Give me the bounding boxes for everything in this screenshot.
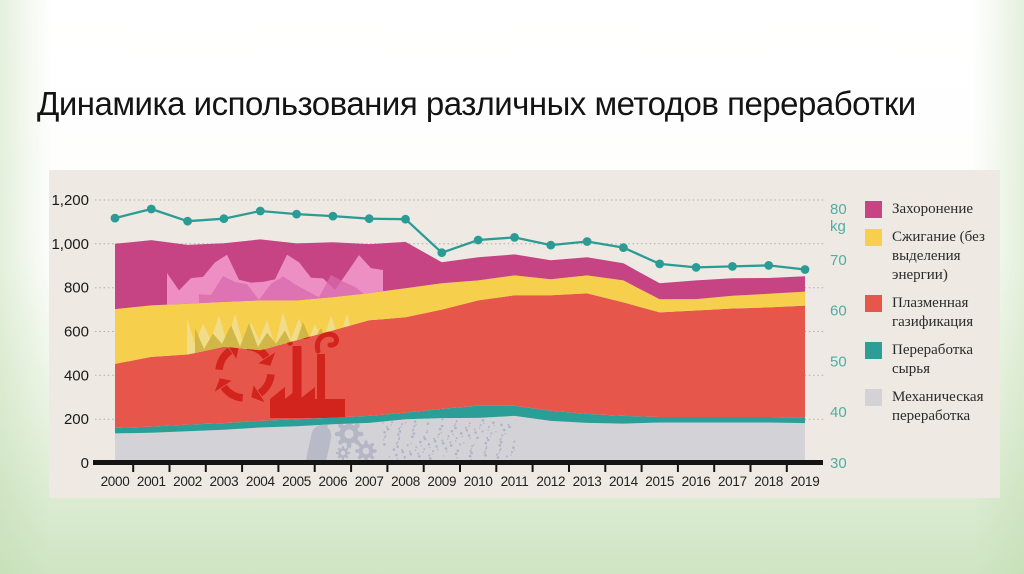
legend-item: Переработка сырья — [865, 341, 1001, 379]
x-tick-label: 2009 — [427, 474, 456, 489]
right-axis-tick-label: 60 — [830, 303, 847, 320]
x-tick-label: 2017 — [718, 474, 747, 489]
x-tick-label: 2016 — [682, 474, 711, 489]
line-data-point — [146, 204, 156, 214]
litter-speckles — [382, 418, 516, 461]
x-tick-label: 2014 — [609, 474, 639, 489]
x-tick-label: 2015 — [645, 474, 674, 489]
right-axis-unit-label: kg — [830, 218, 846, 235]
line-data-point — [401, 214, 410, 224]
bottle-icon — [305, 419, 332, 463]
x-tick-label: 2005 — [282, 474, 311, 489]
right-axis-tick-label: 40 — [830, 404, 847, 421]
line-data-point — [655, 259, 665, 269]
x-tick-label: 2008 — [391, 474, 420, 489]
legend-label: Захоронение — [892, 201, 973, 217]
line-data-point — [728, 262, 737, 271]
legend-swatch — [865, 295, 882, 312]
area-band-2 — [115, 293, 805, 428]
left-axis-tick-label: 800 — [64, 280, 89, 297]
legend-swatch — [865, 342, 882, 359]
area-band-1 — [115, 405, 805, 434]
legend-label: Сжигание (без выделения энергии) — [892, 229, 985, 283]
legend-item: Плазменная газификация — [865, 294, 1001, 332]
x-tick-label: 2002 — [173, 474, 202, 489]
line-data-point — [764, 261, 774, 270]
left-axis-tick-label: 600 — [64, 324, 89, 341]
line-data-point — [292, 209, 301, 219]
line-data-point — [582, 237, 592, 246]
x-tick-label: 2001 — [137, 474, 166, 489]
x-tick-label: 2000 — [101, 474, 130, 489]
legend-label: Переработка сырья — [892, 342, 974, 377]
legend-swatch — [865, 229, 882, 246]
right-axis-tick-label: 50 — [830, 353, 847, 370]
x-tick-label: 2011 — [501, 474, 529, 489]
line-data-point — [110, 213, 120, 223]
stacked-area-chart: 2000 2001 2002 2003 2004 2005 2006 2007 2008 2009… — [51, 192, 847, 489]
line-data-point — [328, 211, 338, 221]
legend-item: Сжигание (без выделения энергии) — [865, 228, 1001, 285]
x-tick-label: 2003 — [209, 474, 238, 489]
legend-swatch — [865, 201, 882, 218]
kg-line-series — [110, 204, 810, 274]
line-data-point — [510, 233, 519, 242]
gears-icon — [334, 419, 377, 462]
line-data-point — [364, 214, 374, 224]
line-data-point — [473, 235, 483, 245]
legend-item: Механическая переработка — [865, 388, 1001, 426]
x-tick-label: 2010 — [464, 474, 493, 489]
x-tick-label: 2007 — [355, 474, 384, 489]
chart-panel: 2000 2001 2002 2003 2004 2005 2006 2007 2008 2009… — [49, 170, 1000, 498]
chart-legend: Захоронение Сжигание (без выделения энерг… — [865, 200, 1001, 435]
line-data-point — [546, 240, 556, 250]
left-axis: 0 200 400 600 800 1,000 1,200 — [51, 192, 89, 472]
right-axis-tick-label: 70 — [830, 252, 847, 269]
line-data-point — [437, 248, 447, 258]
x-axis: 2000 2001 2002 2003 2004 2005 2006 2007 2008 2009… — [93, 460, 823, 489]
left-axis-tick-label: 1,000 — [51, 236, 89, 253]
x-tick-label: 2018 — [754, 474, 783, 489]
x-tick-label: 2012 — [536, 474, 565, 489]
x-tick-label: 2013 — [573, 474, 602, 489]
line-data-point — [255, 206, 265, 216]
right-axis-tick-label: 80 — [830, 201, 847, 218]
line-data-point — [691, 263, 701, 272]
line-data-point — [183, 216, 193, 226]
right-axis-tick-label: 30 — [830, 455, 847, 472]
x-tick-label: 2006 — [318, 474, 347, 489]
left-axis-tick-label: 0 — [81, 455, 89, 472]
line-data-point — [800, 265, 810, 274]
line-data-point — [619, 243, 628, 252]
line-data-point — [219, 214, 229, 224]
legend-label: Плазменная газификация — [892, 295, 974, 330]
slide-title: Динамика использования различных методов… — [37, 85, 916, 122]
legend-swatch — [865, 389, 882, 406]
left-axis-tick-label: 400 — [64, 367, 89, 384]
legend-label: Механическая переработка — [892, 389, 984, 424]
left-axis-tick-label: 200 — [64, 411, 89, 428]
legend-item: Захоронение — [865, 200, 1001, 219]
area-band-0 — [115, 415, 805, 463]
x-tick-label: 2004 — [246, 474, 276, 489]
left-axis-tick-label: 1,200 — [51, 192, 89, 209]
x-tick-label: 2019 — [791, 474, 820, 489]
